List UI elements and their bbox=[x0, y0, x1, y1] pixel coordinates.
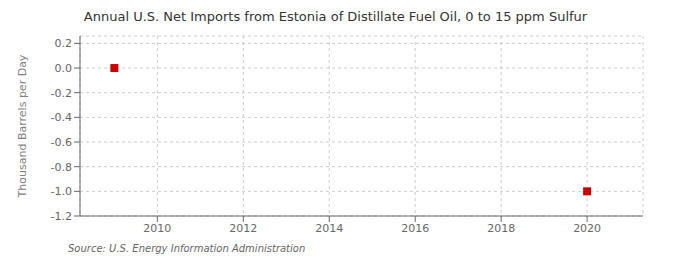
svg-text:2010: 2010 bbox=[143, 222, 171, 235]
svg-text:-0.6: -0.6 bbox=[51, 136, 72, 149]
svg-text:2020: 2020 bbox=[573, 222, 601, 235]
svg-text:Thousand Barrels per Day: Thousand Barrels per Day bbox=[16, 54, 29, 198]
svg-text:2018: 2018 bbox=[487, 222, 515, 235]
html-text:Source: U.S. Energy Informatio: Source: U.S. Energy Information Administ… bbox=[68, 243, 306, 254]
svg-text:-0.2: -0.2 bbox=[51, 87, 72, 100]
svg-text:-0.4: -0.4 bbox=[51, 111, 72, 124]
svg-text:-1.0: -1.0 bbox=[51, 185, 72, 198]
svg-text:0.0: 0.0 bbox=[55, 62, 73, 75]
svg-text:2014: 2014 bbox=[315, 222, 343, 235]
svg-text:2012: 2012 bbox=[229, 222, 257, 235]
html-text:Annual U.S. Net Imports from E: Annual U.S. Net Imports from Estonia of … bbox=[83, 9, 588, 24]
svg-text:2016: 2016 bbox=[401, 222, 429, 235]
svg-text:-0.8: -0.8 bbox=[51, 161, 72, 174]
svg-text:-1.2: -1.2 bbox=[51, 210, 72, 223]
svg-text:0.2: 0.2 bbox=[55, 37, 73, 50]
